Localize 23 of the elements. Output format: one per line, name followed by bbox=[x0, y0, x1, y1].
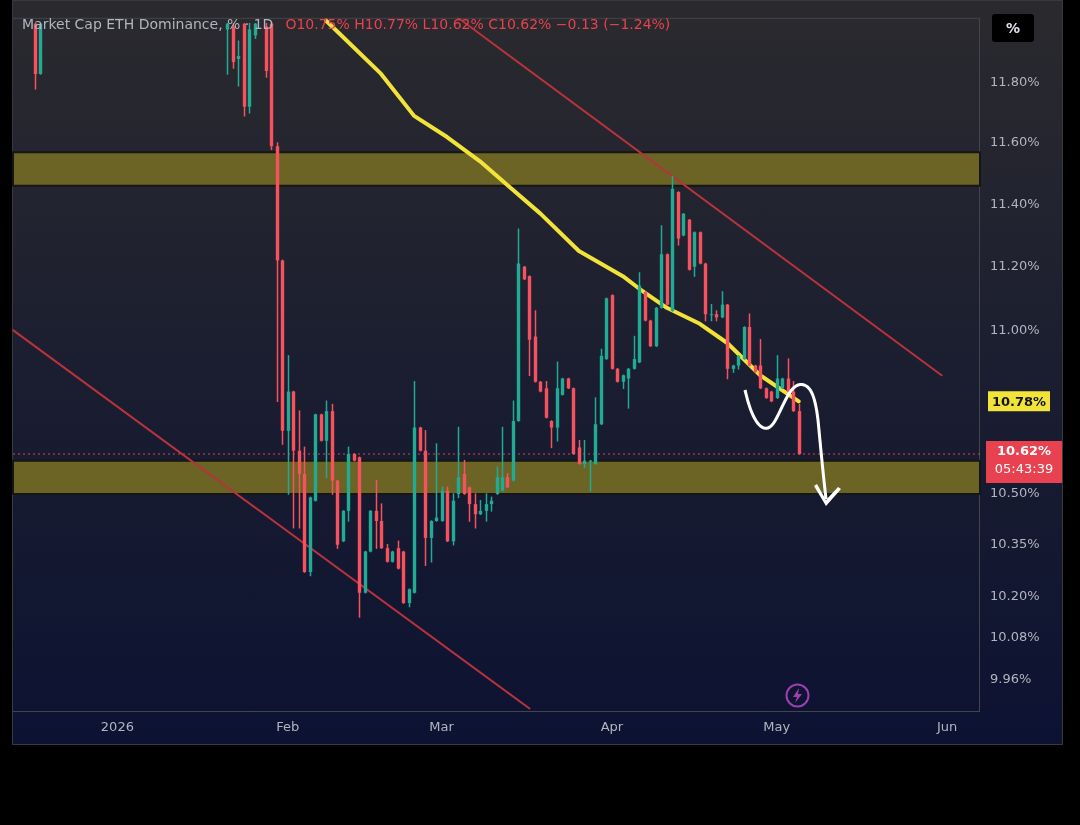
x-tick-label: May bbox=[763, 719, 791, 735]
candlestick bbox=[654, 307, 659, 347]
chart-title: Market Cap ETH Dominance, % · 1D bbox=[22, 15, 274, 32]
y-tick-label: 10.20% bbox=[990, 587, 1040, 603]
y-tick-label: 11.00% bbox=[990, 321, 1040, 337]
y-tick-label: 11.80% bbox=[990, 74, 1040, 90]
y-tick-label: 9.96% bbox=[990, 671, 1032, 687]
x-tick-label: Jun bbox=[935, 719, 958, 735]
y-tick-label: 10.50% bbox=[990, 485, 1040, 501]
y-tick-label: 11.20% bbox=[990, 258, 1040, 274]
text: 05:43:39 bbox=[994, 461, 1054, 477]
y-tick-label: 11.60% bbox=[990, 134, 1040, 150]
text: 10.78% bbox=[991, 393, 1047, 409]
y-tick-label: 10.08% bbox=[990, 629, 1040, 645]
candlestick bbox=[742, 326, 747, 360]
x-tick-label: Apr bbox=[600, 719, 624, 735]
x-tick-label: Feb bbox=[276, 719, 300, 735]
y-tick-label: 10.35% bbox=[990, 536, 1040, 552]
x-tick-label: 2026 bbox=[100, 719, 134, 735]
ref-line-label: 10.62% bbox=[996, 443, 1052, 459]
y-tick-label: 11.40% bbox=[990, 195, 1040, 211]
x-tick-label: Mar bbox=[429, 719, 455, 735]
percent-button[interactable]: % bbox=[992, 14, 1034, 42]
